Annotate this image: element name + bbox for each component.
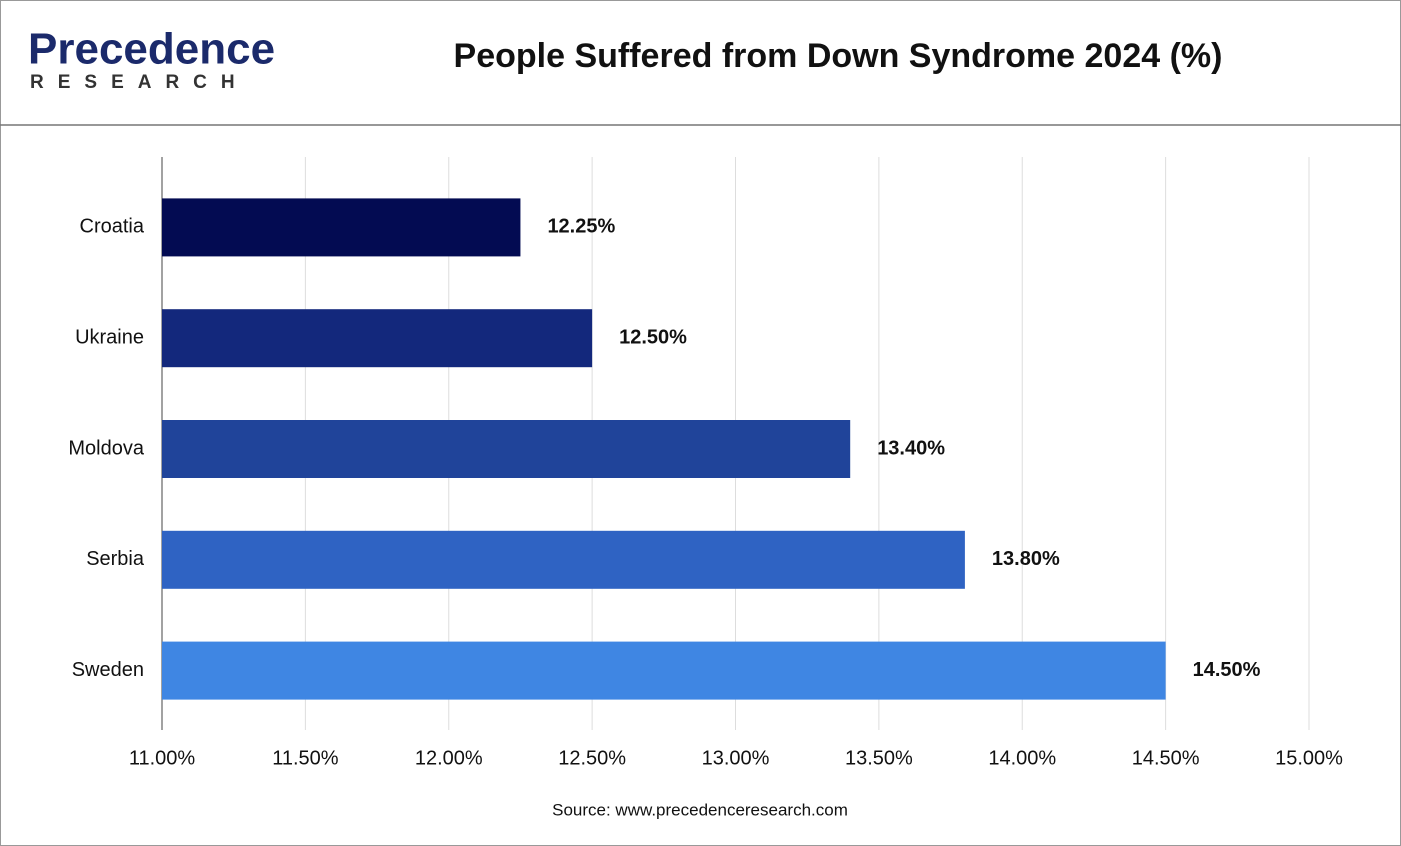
bar <box>162 420 851 478</box>
logo-tagline: RESEARCH <box>30 72 249 93</box>
x-tick-label: 14.00% <box>988 747 1056 769</box>
x-tick-label: 13.00% <box>702 747 770 769</box>
x-tick-label: 12.00% <box>415 747 483 769</box>
x-tick-label: 13.50% <box>845 747 913 769</box>
value-label: 12.25% <box>547 216 615 238</box>
value-label: 13.80% <box>992 548 1060 570</box>
bar <box>162 309 593 368</box>
y-tick-label: Ukraine <box>75 326 144 348</box>
chart-title: People Suffered from Down Syndrome 2024 … <box>454 37 1223 75</box>
x-tick-label: 11.00% <box>129 747 196 769</box>
bar <box>162 641 1166 700</box>
y-tick-label: Sweden <box>72 659 144 681</box>
x-tick-label: 12.50% <box>558 747 626 769</box>
x-tick-label: 15.00% <box>1275 747 1343 769</box>
value-label: 14.50% <box>1193 659 1261 681</box>
logo-name: Precedence <box>28 25 275 74</box>
value-label: 13.40% <box>877 437 945 459</box>
value-label: 12.50% <box>619 326 687 348</box>
bar <box>162 530 965 589</box>
bar <box>162 198 521 257</box>
x-tick-label: 11.50% <box>272 747 339 769</box>
y-tick-label: Croatia <box>80 216 145 238</box>
y-tick-label: Serbia <box>86 548 145 570</box>
y-tick-label: Moldova <box>68 437 144 459</box>
x-tick-label: 14.50% <box>1132 747 1200 769</box>
source-note: Source: www.precedenceresearch.com <box>552 800 848 819</box>
